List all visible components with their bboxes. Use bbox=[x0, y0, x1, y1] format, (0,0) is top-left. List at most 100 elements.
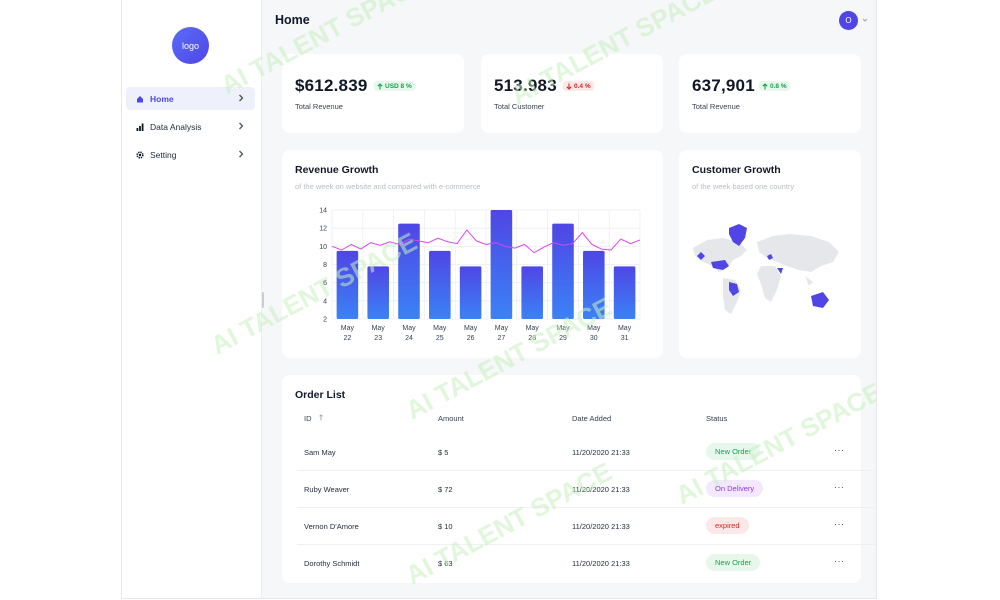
y-tick-label: 10 bbox=[319, 244, 327, 251]
sidebar-resize-handle[interactable] bbox=[262, 292, 264, 308]
change-badge: USD 8 % bbox=[374, 81, 415, 91]
chevron-down-icon[interactable] bbox=[861, 16, 869, 24]
status-badge: New Order bbox=[706, 554, 761, 571]
x-tick-label: 27 bbox=[498, 335, 506, 342]
bar[interactable] bbox=[336, 250, 359, 319]
change-badge-text: USD 8 % bbox=[385, 82, 412, 90]
avatar[interactable]: O bbox=[839, 11, 858, 30]
card-title: Order List bbox=[295, 389, 346, 401]
sidebar-item-setting[interactable]: Setting bbox=[126, 143, 255, 166]
status-badge: On Delivery bbox=[706, 480, 764, 497]
bar[interactable] bbox=[429, 250, 451, 319]
customer-growth-card: Customer Growth of the week based one co… bbox=[679, 150, 861, 358]
bar[interactable] bbox=[613, 266, 636, 319]
change-badge-text: 0.4 % bbox=[574, 82, 591, 90]
sidebar-item-data-analysis[interactable]: Data Analysis bbox=[126, 115, 255, 138]
card-subtitle: of the week based one country bbox=[692, 182, 795, 191]
x-tick-label: May bbox=[433, 325, 447, 332]
bar[interactable] bbox=[583, 250, 605, 319]
bar[interactable] bbox=[398, 223, 420, 319]
status-badge: expired bbox=[706, 517, 749, 534]
comparison-line bbox=[331, 229, 641, 254]
order-name: Ruby Weaver bbox=[304, 485, 350, 494]
arrow-down-icon bbox=[566, 83, 572, 90]
more-options-icon[interactable]: ··· bbox=[834, 482, 845, 492]
stat-card-total-revenue: $612.839 USD 8 % Total Revenue bbox=[282, 54, 464, 133]
x-tick-label: May bbox=[618, 325, 632, 332]
order-amount: $ 5 bbox=[438, 448, 449, 457]
order-amount: $ 72 bbox=[438, 485, 453, 494]
stat-value: 513.983 bbox=[494, 76, 557, 95]
revenue-growth-card: Revenue Growth of the week on website an… bbox=[282, 150, 663, 358]
column-header-date-added[interactable]: Date Added bbox=[572, 414, 612, 423]
x-tick-label: 24 bbox=[405, 335, 413, 342]
more-options-icon[interactable]: ··· bbox=[834, 519, 845, 529]
y-tick-label: 14 bbox=[319, 208, 327, 215]
y-tick-label: 2 bbox=[323, 317, 327, 324]
gear-icon bbox=[136, 150, 144, 159]
chevron-right-icon bbox=[239, 122, 244, 130]
bar[interactable] bbox=[552, 223, 574, 319]
x-tick-label: May bbox=[526, 325, 540, 332]
more-options-icon[interactable]: ··· bbox=[834, 556, 845, 566]
bar-chart-icon bbox=[136, 123, 144, 131]
x-tick-label: May bbox=[402, 325, 416, 332]
logo[interactable]: logo bbox=[172, 27, 209, 64]
x-tick-label: May bbox=[464, 325, 478, 332]
arrow-up-icon bbox=[377, 82, 383, 89]
card-title: Revenue Growth bbox=[295, 164, 379, 176]
arrow-up-icon bbox=[762, 82, 768, 89]
column-header-status[interactable]: Status bbox=[706, 414, 728, 423]
x-tick-label: 25 bbox=[436, 335, 444, 342]
stat-value: $612.839 bbox=[295, 76, 368, 95]
stat-value: 637,901 bbox=[692, 76, 755, 95]
column-header-amount[interactable]: Amount bbox=[438, 414, 464, 423]
bar[interactable] bbox=[367, 266, 389, 319]
change-badge: 0.8 % bbox=[759, 81, 790, 91]
bar[interactable] bbox=[490, 210, 513, 319]
order-list-card: Order List bbox=[282, 375, 861, 583]
revenue-chart: 2468101214May22May23May24May25May26May27… bbox=[319, 208, 641, 342]
home-icon bbox=[136, 95, 144, 103]
stat-label: Total Revenue bbox=[692, 102, 740, 111]
avatar-initial: O bbox=[845, 16, 852, 25]
order-date: 11/20/2020 21:33 bbox=[572, 522, 630, 531]
x-tick-label: May bbox=[587, 325, 601, 332]
column-header-label: ID bbox=[304, 414, 312, 423]
x-tick-label: May bbox=[372, 325, 386, 332]
logo-text: logo bbox=[181, 40, 199, 51]
bar[interactable] bbox=[459, 266, 482, 319]
card-title: Customer Growth bbox=[692, 164, 781, 176]
x-tick-label: 31 bbox=[621, 335, 629, 342]
x-tick-label: 23 bbox=[374, 335, 382, 342]
x-tick-label: 26 bbox=[467, 335, 475, 342]
status-badge: New Order bbox=[706, 443, 761, 460]
page-title: Home bbox=[275, 13, 310, 27]
x-tick-label: 22 bbox=[344, 335, 352, 342]
x-tick-label: 28 bbox=[528, 335, 536, 342]
sidebar: logo Home Data Analysis Setting bbox=[122, 0, 262, 598]
more-options-icon[interactable]: ··· bbox=[834, 445, 845, 455]
order-amount: $ 10 bbox=[438, 522, 453, 531]
sidebar-item-home[interactable]: Home bbox=[126, 87, 255, 110]
stat-label: Total Revenue bbox=[295, 102, 343, 111]
world-map bbox=[693, 224, 839, 314]
x-tick-label: 30 bbox=[590, 335, 598, 342]
y-tick-label: 8 bbox=[323, 262, 327, 269]
order-name: Dorothy Schmidt bbox=[304, 559, 360, 568]
dashboard-window: logo Home Data Analysis Setting Home O bbox=[121, 0, 877, 599]
sort-icon[interactable] bbox=[318, 414, 324, 421]
row-divider bbox=[297, 470, 876, 471]
column-header-id[interactable]: ID bbox=[304, 414, 324, 423]
card-subtitle: of the week on website and compared with… bbox=[295, 182, 481, 191]
order-date: 11/20/2020 21:33 bbox=[572, 448, 630, 457]
chevron-right-icon bbox=[239, 94, 244, 102]
order-amount: $ 63 bbox=[438, 559, 453, 568]
change-badge: 0.4 % bbox=[563, 81, 594, 91]
order-date: 11/20/2020 21:33 bbox=[572, 485, 630, 494]
bar[interactable] bbox=[521, 266, 543, 319]
y-tick-label: 12 bbox=[319, 226, 327, 233]
sidebar-item-label: Setting bbox=[150, 149, 177, 160]
change-badge-text: 0.8 % bbox=[770, 82, 787, 90]
row-divider bbox=[297, 507, 876, 508]
